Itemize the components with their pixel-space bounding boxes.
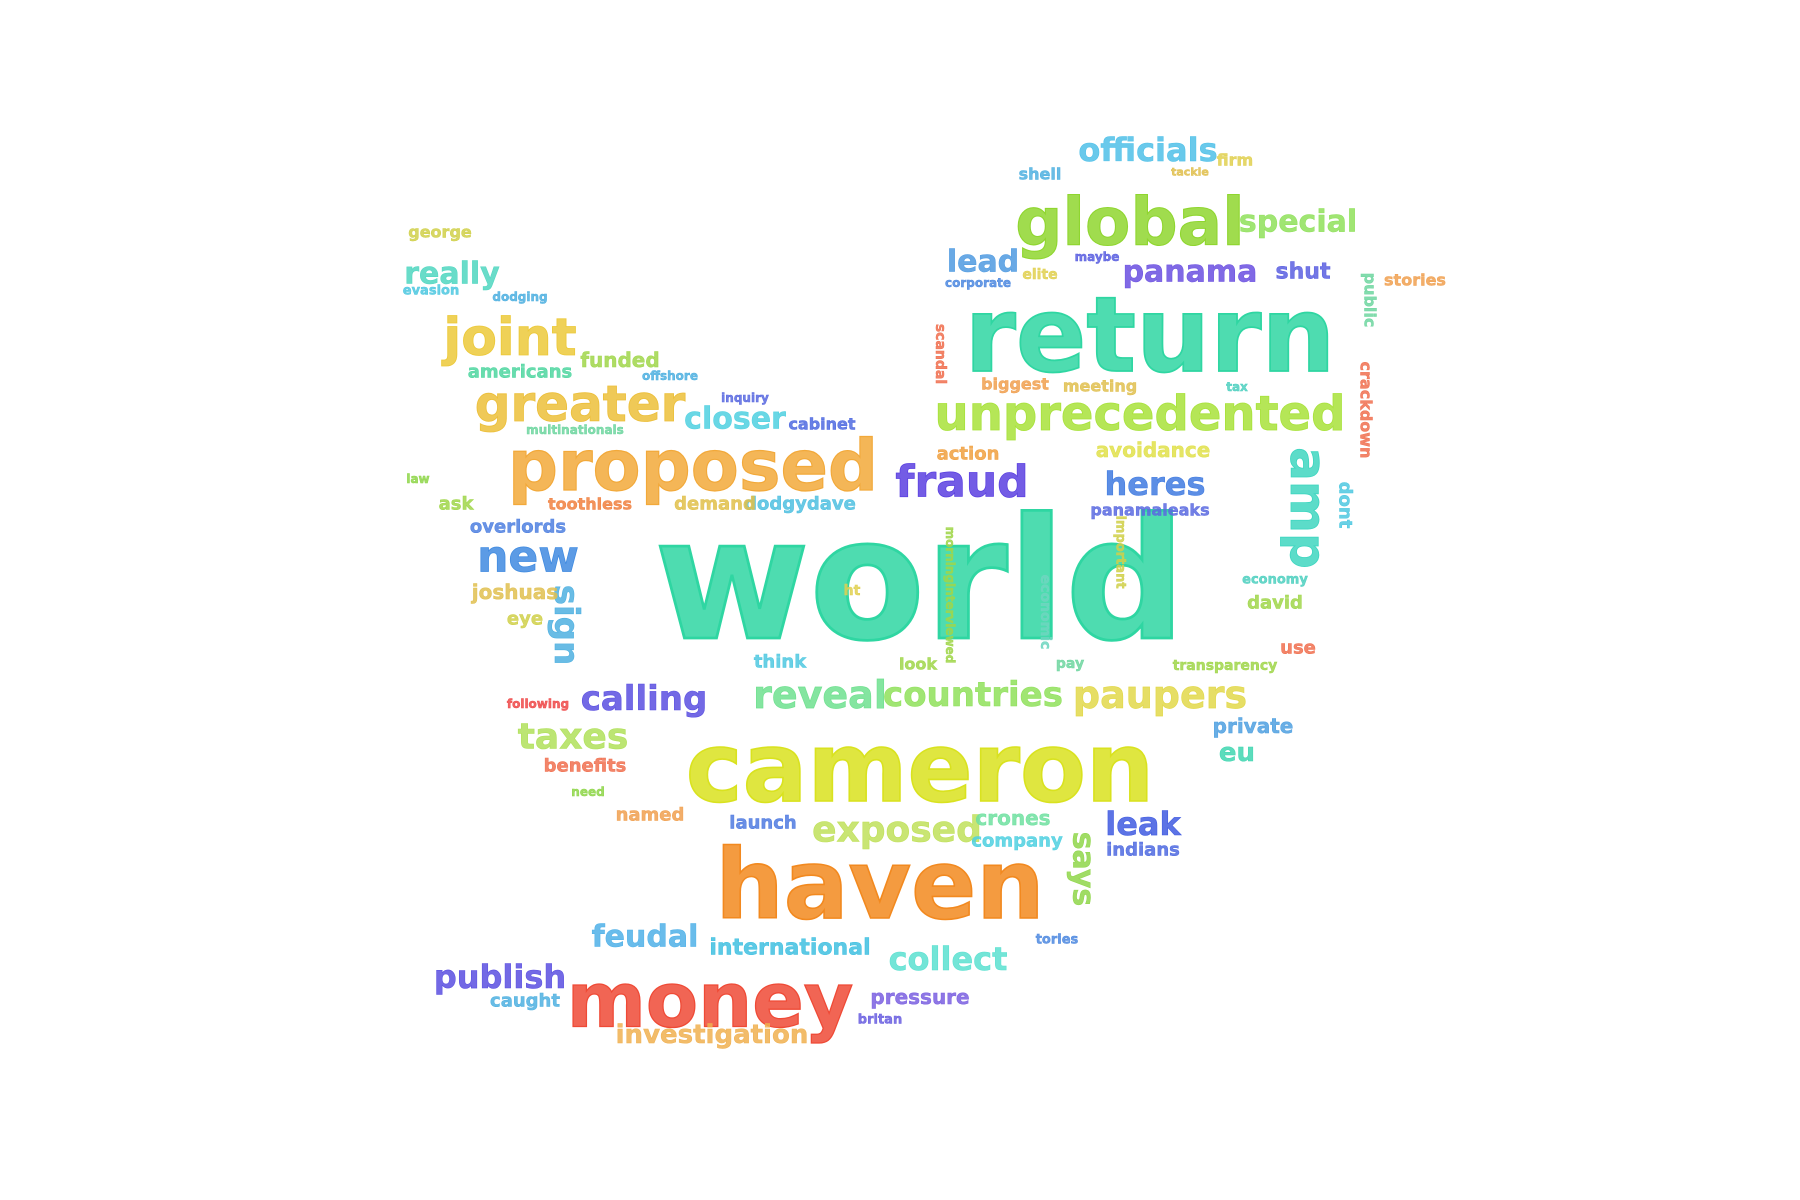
word-fraud: fraud — [895, 457, 1028, 508]
word-action: action — [937, 444, 1000, 465]
word-tax: tax — [1226, 380, 1248, 394]
word-amp: amp — [1279, 447, 1337, 569]
word-corporate: corporate — [945, 276, 1011, 290]
word-biggest: biggest — [981, 375, 1049, 394]
word-unprecedented: unprecedented — [935, 386, 1346, 442]
word-caught: caught — [490, 991, 560, 1012]
word-important: important — [1113, 515, 1128, 588]
word-cameron: cameron — [686, 712, 1154, 824]
word-look: look — [899, 655, 937, 674]
word-publish: publish — [434, 958, 566, 996]
word-following: following — [507, 697, 569, 711]
word-dont: dont — [1335, 482, 1356, 529]
word-exposed: exposed — [812, 810, 982, 851]
word-public: public — [1361, 273, 1380, 328]
word-crackdown: crackdown — [1357, 362, 1376, 459]
word-dodgydave: dodgydave — [744, 494, 856, 515]
word-launch: launch — [729, 813, 796, 834]
word-overlords: overlords — [470, 517, 566, 538]
word-use: use — [1280, 638, 1316, 659]
word-named: named — [616, 805, 685, 826]
word-paupers: paupers — [1073, 673, 1247, 717]
word-return: return — [965, 274, 1336, 396]
word-special: special — [1239, 205, 1357, 240]
word-maybe: maybe — [1075, 250, 1120, 264]
word-elite: elite — [1022, 267, 1057, 283]
word-indians: indians — [1106, 840, 1180, 861]
word-funded: funded — [580, 348, 659, 372]
word-meeting: meeting — [1063, 377, 1137, 396]
word-sign: sign — [546, 585, 586, 665]
word-economic: economic — [1037, 575, 1053, 650]
word-crones: crones — [975, 806, 1050, 830]
word-really: really — [404, 257, 500, 292]
word-company: company — [971, 831, 1063, 852]
word-ask: ask — [439, 494, 475, 515]
word-greater: greater — [475, 375, 686, 433]
word-joint: joint — [441, 308, 576, 368]
word-multinationals: multinationals — [526, 423, 624, 437]
word-money: money — [567, 956, 854, 1045]
word-benefits: benefits — [544, 756, 627, 777]
word-reveal: reveal — [753, 673, 887, 717]
word-economy: economy — [1242, 573, 1308, 588]
word-collect: collect — [889, 940, 1008, 978]
word-dodging: dodging — [492, 290, 547, 304]
word-world: world — [654, 482, 1185, 678]
word-americans: americans — [468, 362, 573, 383]
word-inquiry: inquiry — [721, 391, 769, 405]
word-taxes: taxes — [518, 717, 629, 758]
word-transparency: transparency — [1173, 658, 1278, 674]
word-david: david — [1247, 593, 1303, 614]
word-stories: stories — [1384, 271, 1446, 290]
word-ht: ht — [844, 583, 861, 599]
word-shell: shell — [1019, 165, 1062, 184]
word-lead: lead — [947, 245, 1019, 280]
word-international: international — [709, 936, 870, 961]
word-panamaleaks: panamaleaks — [1090, 501, 1209, 520]
word-law: law — [406, 472, 429, 486]
word-pay: pay — [1056, 656, 1084, 672]
word-toothless: toothless — [548, 495, 632, 514]
word-joshuas: joshuas — [471, 580, 558, 604]
word-private: private — [1213, 714, 1294, 738]
word-avoidance: avoidance — [1096, 438, 1211, 462]
word-shut: shut — [1276, 260, 1331, 285]
word-evasion: evasion — [403, 284, 459, 299]
word-scandal: scandal — [932, 324, 948, 384]
word-offshore: offshore — [642, 369, 698, 383]
word-global: global — [1015, 184, 1245, 261]
word-calling: calling — [581, 679, 708, 719]
word-leak: leak — [1105, 805, 1181, 843]
word-panama: panama — [1123, 255, 1258, 290]
word-proposed: proposed — [508, 425, 878, 507]
word-new: new — [477, 532, 579, 583]
word-officials: officials — [1078, 131, 1217, 169]
word-think: think — [754, 652, 807, 673]
word-feudal: feudal — [592, 920, 699, 955]
word-haven: haven — [715, 829, 1044, 941]
word-firm: firm — [1217, 151, 1253, 170]
word-britan: britan — [858, 1013, 902, 1028]
word-countries: countries — [883, 675, 1063, 715]
word-tories: tories — [1036, 933, 1079, 948]
word-george: george — [408, 223, 472, 242]
word-closer: closer — [684, 402, 786, 437]
word-says: says — [1066, 832, 1101, 907]
word-eu: eu — [1219, 738, 1255, 768]
word-heres: heres — [1104, 465, 1205, 503]
word-pressure: pressure — [870, 985, 969, 1009]
word-eye: eye — [507, 609, 543, 630]
word-tackle: tackle — [1171, 166, 1209, 179]
word-need: need — [571, 785, 604, 799]
word-cabinet: cabinet — [788, 415, 855, 434]
word-investigation: investigation — [616, 1020, 809, 1050]
word-demand: demand — [674, 494, 756, 515]
word-morninginterviewed: morninginterviewed — [943, 527, 957, 664]
